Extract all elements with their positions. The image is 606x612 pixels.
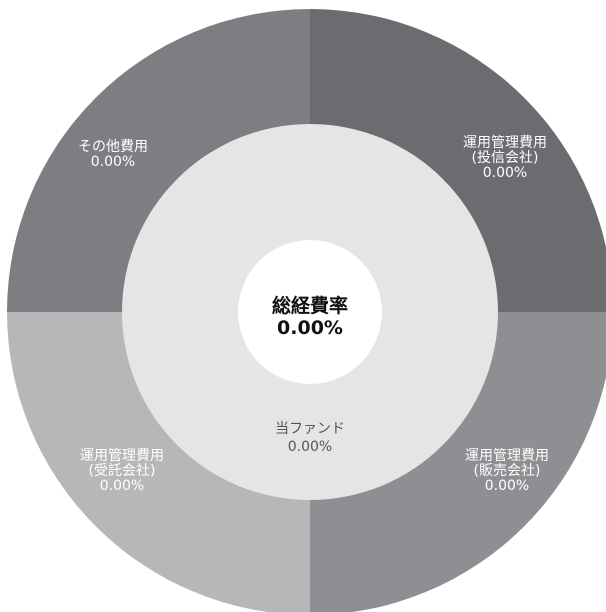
segment-label-line: 0.00% — [91, 154, 135, 170]
inner-ring-label: 当ファンド — [275, 421, 345, 437]
segment-label-line: (販売会社) — [474, 463, 541, 479]
inner-ring-value: 0.00% — [288, 439, 332, 455]
center-title: 総経費率 — [272, 294, 348, 317]
segment-label-line: 運用管理費用 — [80, 448, 164, 464]
segment-distributor-label: 運用管理費用(販売会社) 0.00% — [465, 448, 549, 494]
segment-trustee-label: 運用管理費用(受託会社) 0.00% — [80, 448, 164, 494]
segment-label-line: 運用管理費用 — [465, 448, 549, 464]
segment-label-line: (受託会社) — [89, 463, 156, 479]
center-disc — [238, 240, 382, 384]
segment-other-label: その他費用 0.00% — [78, 139, 148, 170]
segment-label-line: 0.00% — [483, 165, 527, 181]
center-value: 0.00% — [277, 317, 343, 339]
segment-label-line: (投信会社) — [472, 150, 539, 166]
segment-label-line: 0.00% — [100, 478, 144, 494]
segment-trust-company-label: 運用管理費用(投信会社) 0.00% — [463, 135, 547, 181]
segment-labels: 運用管理費用(投信会社) 0.00%運用管理費用(販売会社) 0.00%運用管理費用… — [78, 135, 549, 494]
segment-label-line: 運用管理費用 — [463, 135, 547, 151]
segment-label-line: 0.00% — [485, 478, 529, 494]
segment-label-line: その他費用 — [78, 139, 148, 155]
